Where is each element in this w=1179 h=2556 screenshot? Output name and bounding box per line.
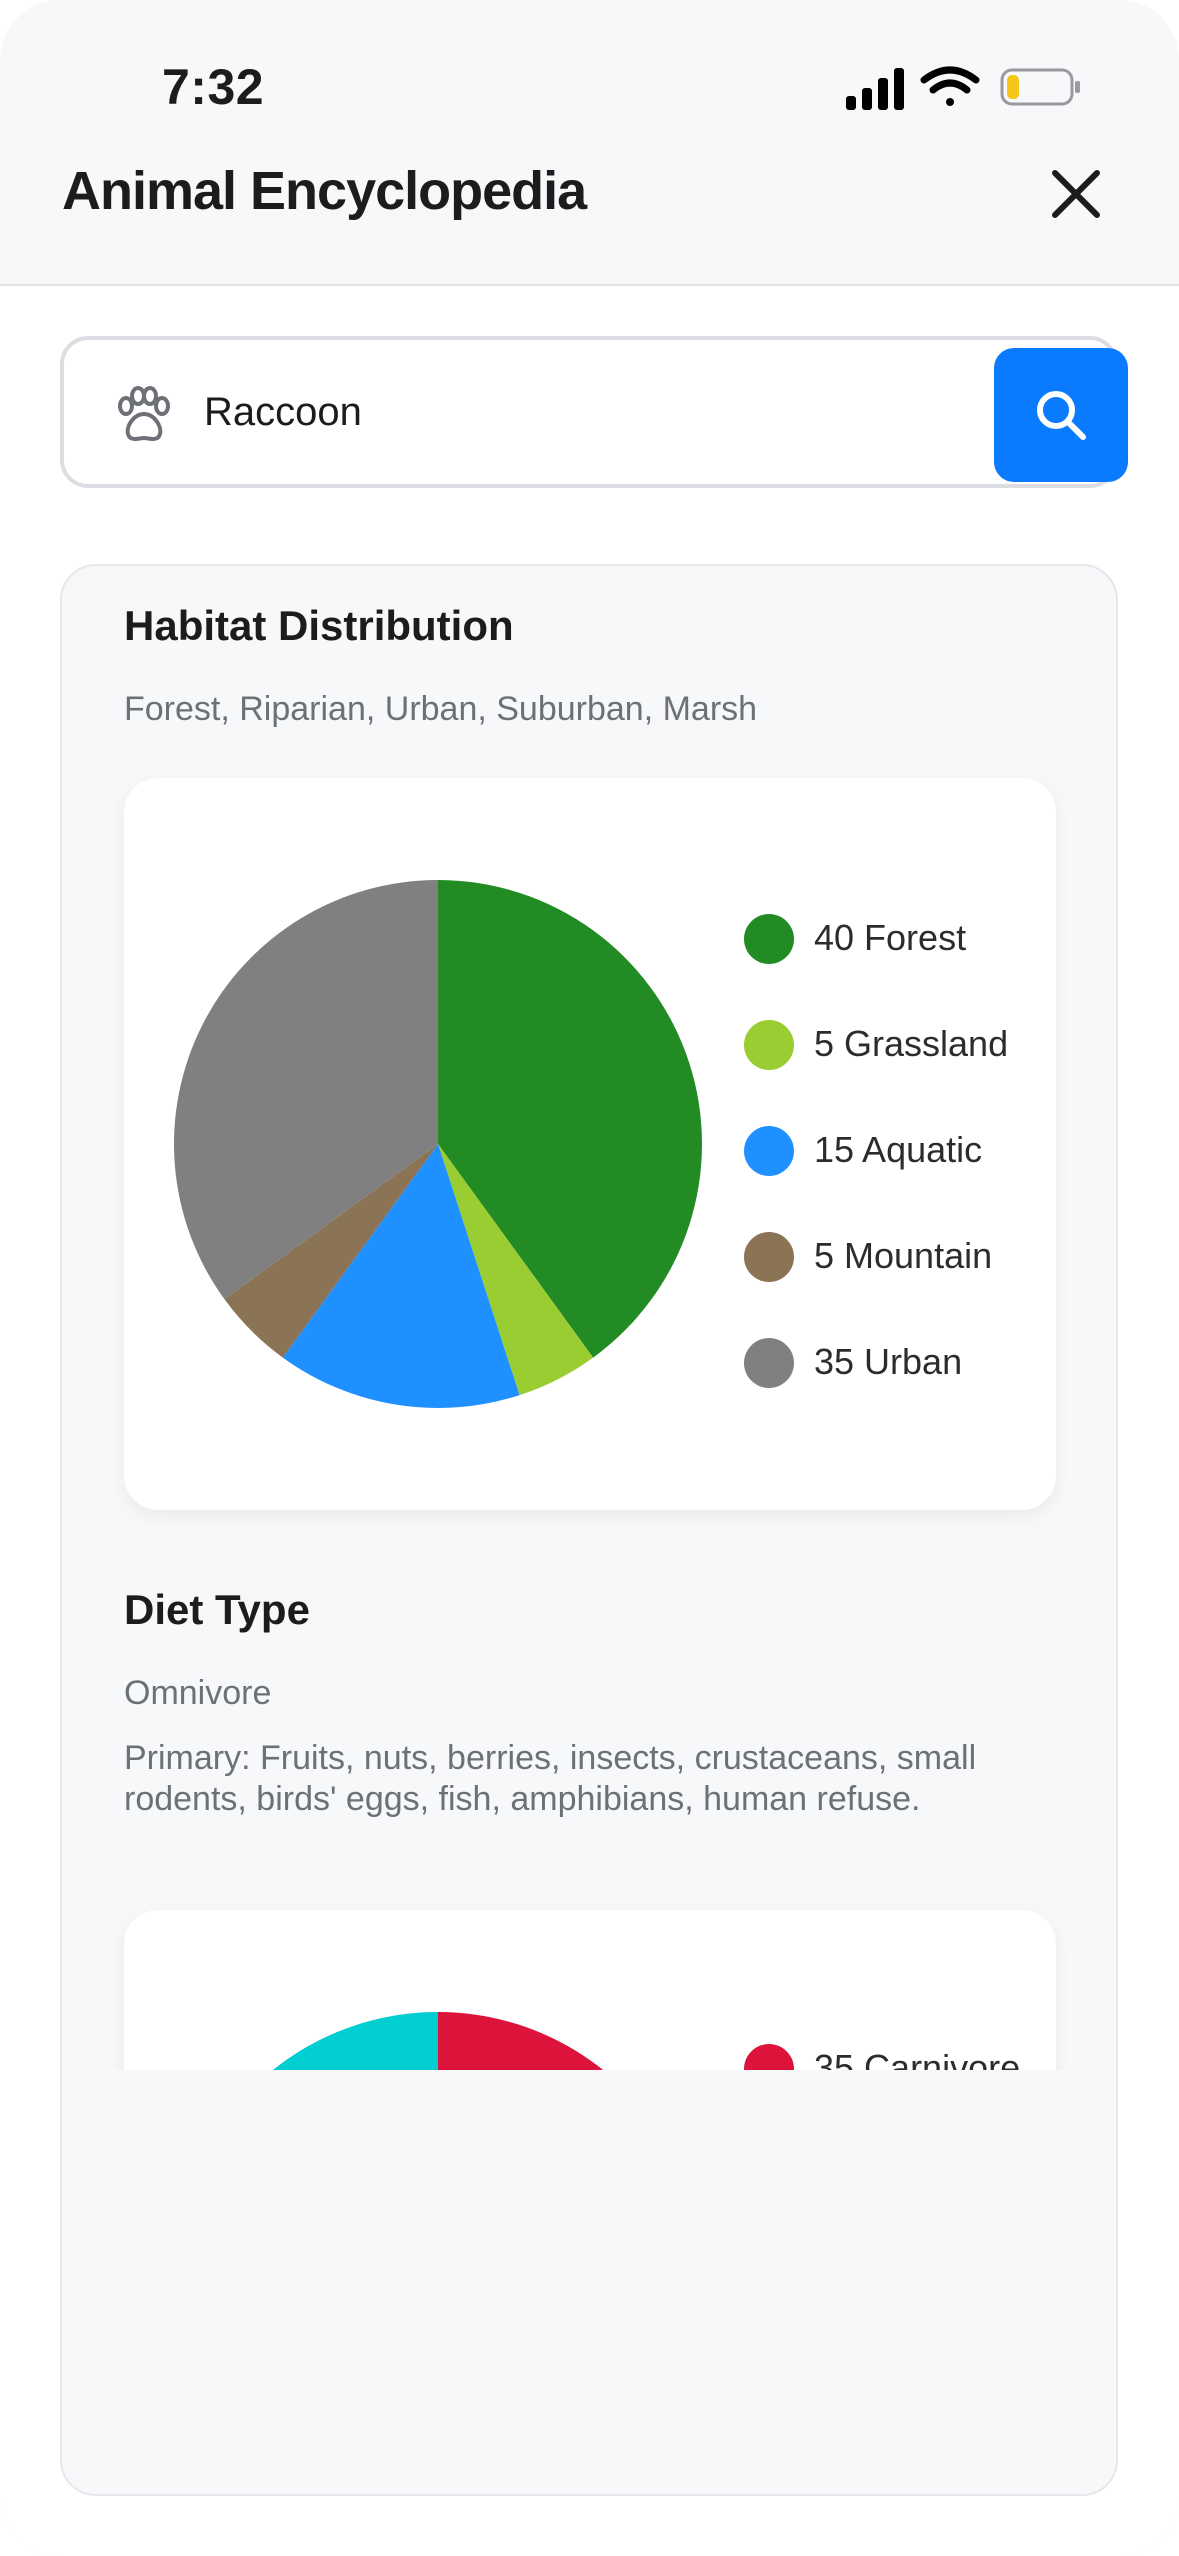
habitat-legend-swatch	[744, 914, 794, 964]
habitat-slice-mountain	[224, 1144, 438, 1358]
habitat-slice-urban	[174, 880, 439, 1300]
page-title: Animal Encyclopedia	[62, 161, 587, 221]
habitat-slice-forest	[438, 880, 702, 1358]
close-icon	[1052, 170, 1100, 218]
info-card: Habitat Distribution Forest, Riparian, U…	[60, 564, 1118, 2496]
habitat-title: Habitat Distribution	[124, 602, 514, 649]
habitat-legend-label: 5 Mountain	[814, 1235, 993, 1276]
habitat-legend-label: 35 Urban	[814, 1341, 963, 1382]
habitat-legend-swatch	[744, 1338, 794, 1388]
search-input[interactable]	[204, 376, 964, 448]
habitat-slice-aquatic	[282, 1144, 520, 1408]
habitat-legend-swatch	[744, 1020, 794, 1070]
habitat-chart-panel: 40 Forest 5 Grassland 15 Aquatic 5 Mountain…	[124, 778, 1056, 1510]
paw-icon	[118, 386, 170, 441]
habitat-pie-chart	[174, 880, 702, 1408]
diet-subtitle: Omnivore	[124, 1674, 272, 1712]
habitat-legend-label: 40 Forest	[814, 917, 967, 958]
diet-title: Diet Type	[124, 1586, 310, 1633]
habitat-subtitle: Forest, Riparian, Urban, Suburban, Marsh	[124, 690, 758, 728]
battery-icon	[1000, 68, 1080, 106]
header-divider	[0, 284, 1179, 286]
status-time: 7:32	[162, 59, 265, 115]
signal-icon	[846, 68, 904, 110]
habitat-legend-label: 15 Aquatic	[814, 1129, 983, 1170]
wifi-icon	[920, 66, 980, 106]
search-bar	[60, 336, 1128, 488]
empty-area	[62, 2070, 1116, 2494]
diet-description: Primary: Fruits, nuts, berries, insects,…	[124, 1739, 977, 1818]
search-icon	[1037, 391, 1086, 440]
close-button[interactable]	[1046, 164, 1106, 224]
status-icons	[846, 66, 1080, 110]
habitat-legend-swatch	[744, 1126, 794, 1176]
habitat-legend-label: 5 Grassland	[814, 1023, 1009, 1064]
habitat-slice-grassland	[438, 1144, 594, 1396]
search-button[interactable]	[994, 348, 1128, 482]
habitat-legend-swatch	[744, 1232, 794, 1282]
